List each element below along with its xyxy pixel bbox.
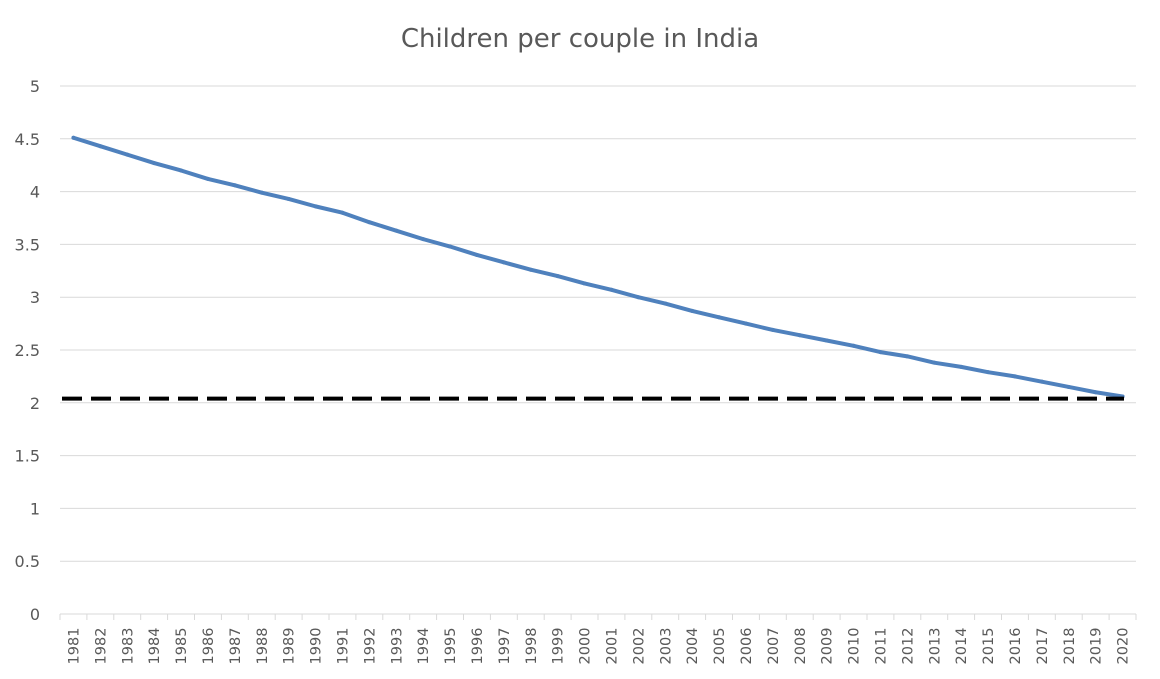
data-point bbox=[932, 360, 937, 365]
series-layer bbox=[71, 135, 1125, 399]
x-tick-label: 1996 bbox=[470, 628, 486, 665]
y-tick-label: 3.5 bbox=[15, 235, 40, 254]
x-tick-label: 1999 bbox=[551, 628, 567, 665]
x-tick-label: 2000 bbox=[578, 628, 594, 665]
data-point bbox=[421, 237, 426, 242]
x-tick-label: 2011 bbox=[873, 628, 889, 665]
data-point bbox=[286, 196, 291, 201]
x-tick-label: 1990 bbox=[309, 628, 325, 665]
y-tick-label: 2 bbox=[30, 394, 40, 413]
y-tick-label: 3 bbox=[30, 288, 40, 307]
x-tick-label: 1995 bbox=[443, 628, 459, 665]
data-point bbox=[394, 228, 399, 233]
data-point bbox=[1093, 390, 1098, 395]
y-axis-labels: 0 0.5 1 1.5 2 2.5 3 3.5 4 4.5 5 bbox=[15, 77, 40, 624]
data-point bbox=[259, 190, 264, 195]
data-point bbox=[152, 161, 157, 166]
series-line bbox=[71, 135, 1125, 399]
data-point bbox=[824, 338, 829, 343]
x-tick-label: 2013 bbox=[927, 628, 943, 665]
x-tick-label: 2016 bbox=[1008, 628, 1024, 665]
data-point bbox=[905, 354, 910, 359]
x-tick-label: 1989 bbox=[282, 628, 298, 665]
x-tick-label: 2012 bbox=[900, 628, 916, 665]
x-tick-label: 1988 bbox=[255, 628, 271, 665]
data-point bbox=[663, 301, 668, 306]
y-tick-label: 2.5 bbox=[15, 341, 40, 360]
x-tick-label: 2010 bbox=[847, 628, 863, 665]
x-tick-label: 1982 bbox=[93, 628, 109, 665]
x-tick-label: 1987 bbox=[228, 628, 244, 665]
y-tick-label: 4.5 bbox=[15, 130, 40, 149]
x-tick-label: 2002 bbox=[631, 628, 647, 665]
x-tick-label: 2001 bbox=[604, 628, 620, 665]
data-point bbox=[743, 321, 748, 326]
data-point bbox=[125, 152, 130, 157]
y-tick-label: 5 bbox=[30, 77, 40, 96]
data-point bbox=[797, 333, 802, 338]
x-tick-label: 2008 bbox=[793, 628, 809, 665]
data-point bbox=[1012, 374, 1017, 379]
y-tick-label: 4 bbox=[30, 183, 40, 202]
data-point bbox=[1066, 384, 1071, 389]
x-tick-label: 2014 bbox=[954, 628, 970, 665]
chart-title: Children per couple in India bbox=[401, 24, 759, 54]
x-tick-label: 1993 bbox=[389, 628, 405, 665]
data-point bbox=[367, 220, 372, 225]
x-tick-label: 1997 bbox=[497, 628, 513, 665]
x-tick-label: 1985 bbox=[174, 628, 190, 665]
x-tick-label: 2017 bbox=[1035, 628, 1051, 665]
data-point bbox=[528, 267, 533, 272]
x-axis bbox=[59, 613, 1137, 620]
x-tick-label: 2009 bbox=[820, 628, 836, 665]
x-tick-label: 1992 bbox=[362, 628, 378, 665]
data-point bbox=[636, 295, 641, 300]
data-point bbox=[609, 287, 614, 292]
data-point bbox=[959, 364, 964, 369]
x-tick-label: 2020 bbox=[1116, 628, 1132, 665]
x-tick-label: 2019 bbox=[1089, 628, 1105, 665]
gridlines bbox=[60, 85, 1136, 562]
x-tick-label: 1986 bbox=[201, 628, 217, 665]
x-tick-label: 2006 bbox=[739, 628, 755, 665]
x-tick-label: 1998 bbox=[524, 628, 540, 665]
data-point bbox=[313, 204, 318, 209]
x-tick-label: 2003 bbox=[658, 628, 674, 665]
x-tick-label: 1994 bbox=[416, 628, 432, 665]
x-tick-label: 2018 bbox=[1062, 628, 1078, 665]
y-tick-label: 1.5 bbox=[15, 447, 40, 466]
x-tick-label: 1981 bbox=[66, 628, 82, 665]
x-axis-labels: 1981 1982 1983 1984 1985 1986 1987 1988 1989 1990… bbox=[66, 628, 1131, 665]
x-tick-label: 1983 bbox=[120, 628, 136, 665]
x-tick-label: 2005 bbox=[712, 628, 728, 665]
data-point bbox=[474, 252, 479, 257]
y-tick-label: 0.5 bbox=[15, 552, 40, 571]
data-point bbox=[1039, 379, 1044, 384]
data-point bbox=[232, 183, 237, 188]
y-tick-label: 1 bbox=[30, 499, 40, 518]
data-point bbox=[179, 168, 184, 173]
data-point bbox=[448, 244, 453, 249]
data-point bbox=[98, 144, 103, 149]
x-tick-label: 1984 bbox=[147, 628, 163, 665]
data-point bbox=[690, 308, 695, 313]
data-point bbox=[878, 350, 883, 355]
data-point bbox=[582, 281, 587, 286]
data-point bbox=[717, 315, 722, 320]
x-tick-label: 1991 bbox=[335, 628, 351, 665]
data-point bbox=[71, 135, 76, 140]
x-tick-label: 2015 bbox=[981, 628, 997, 665]
data-point bbox=[340, 210, 345, 215]
data-point bbox=[205, 176, 210, 181]
y-tick-label: 0 bbox=[30, 605, 40, 624]
data-point bbox=[986, 370, 991, 375]
data-point bbox=[851, 343, 856, 348]
x-tick-label: 2007 bbox=[766, 628, 782, 665]
data-point bbox=[501, 260, 506, 265]
data-point bbox=[555, 274, 560, 279]
x-tick-label: 2004 bbox=[685, 628, 701, 665]
data-point bbox=[770, 327, 775, 332]
